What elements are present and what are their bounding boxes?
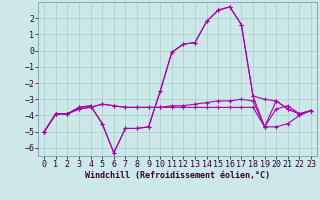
X-axis label: Windchill (Refroidissement éolien,°C): Windchill (Refroidissement éolien,°C) [85,171,270,180]
